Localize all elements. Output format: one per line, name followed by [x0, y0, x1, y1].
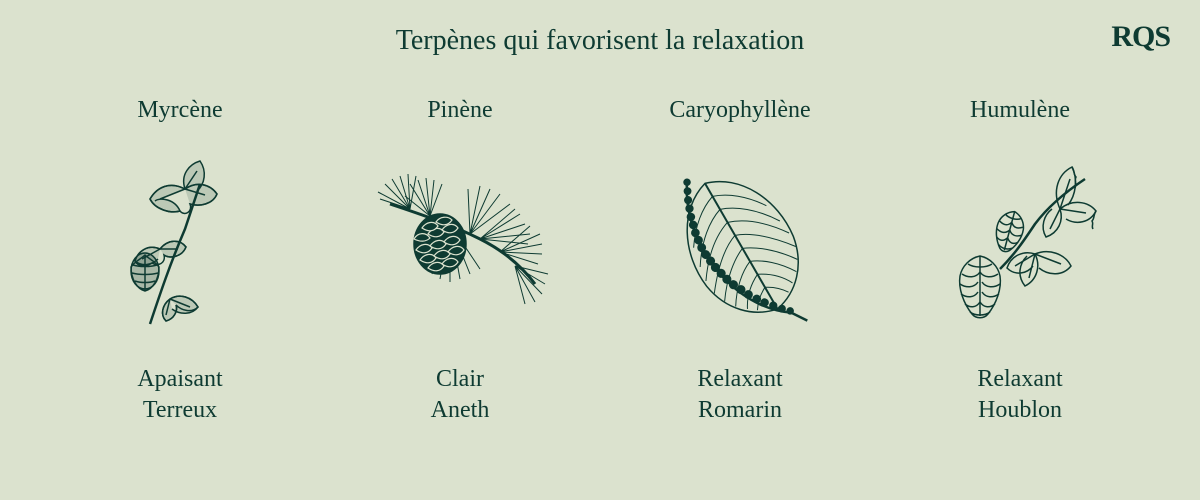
terpene-desc: Clair Aneth [431, 364, 490, 426]
terpene-card: Caryophyllène [620, 97, 860, 426]
page-title: Terpènes qui favorisent la relaxation [0, 0, 1200, 57]
terpene-name: Pinène [427, 97, 492, 124]
terpene-trait: Relaxant [697, 364, 782, 395]
terpene-desc: Relaxant Houblon [977, 364, 1062, 426]
terpene-card: Myrcène [60, 97, 300, 426]
pinecone-icon [370, 154, 550, 334]
pepper-leaf-icon [650, 154, 830, 334]
hop-leaf-icon [90, 154, 270, 334]
terpene-grid: Myrcène [0, 57, 1200, 426]
terpene-desc: Apaisant Terreux [137, 364, 222, 426]
terpene-trait: Houblon [977, 395, 1062, 426]
terpene-trait: Terreux [137, 395, 222, 426]
brand-logo: RQS [1111, 20, 1170, 54]
terpene-card: Humulène [900, 97, 1140, 426]
terpene-trait: Romarin [697, 395, 782, 426]
terpene-name: Caryophyllène [669, 97, 810, 124]
terpene-name: Humulène [970, 97, 1070, 124]
terpene-trait: Apaisant [137, 364, 222, 395]
terpene-trait: Clair [431, 364, 490, 395]
terpene-card: Pinène [340, 97, 580, 426]
terpene-trait: Aneth [431, 395, 490, 426]
terpene-name: Myrcène [137, 97, 222, 124]
terpene-trait: Relaxant [977, 364, 1062, 395]
hops-icon [930, 154, 1110, 334]
terpene-desc: Relaxant Romarin [697, 364, 782, 426]
